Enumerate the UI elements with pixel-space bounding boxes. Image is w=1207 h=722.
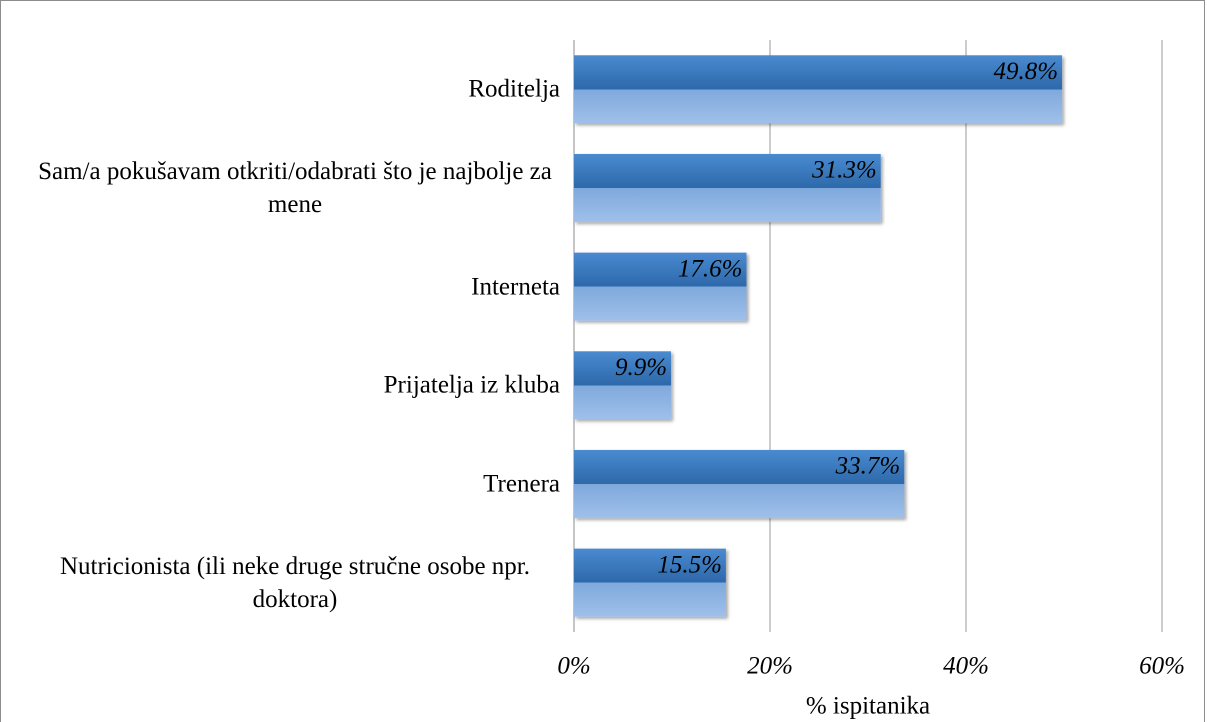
category-text: Interneta — [471, 273, 560, 301]
x-tick-label: 40% — [943, 653, 989, 680]
x-tick-label: 20% — [747, 653, 793, 680]
y-tick-label: Prijatelja iz kluba — [30, 369, 560, 402]
x-tick-label: 60% — [1139, 653, 1185, 680]
x-axis-label: % ispitanika — [806, 693, 930, 720]
bar — [574, 449, 905, 519]
category-text: Sam/a pokušavam otkriti/odabrati što je … — [38, 158, 552, 218]
y-tick-label: Nutricionista (ili neke druge stručne os… — [30, 550, 560, 616]
y-tick-label: Sam/a pokušavam otkriti/odabrati što je … — [30, 155, 560, 221]
data-label: 31.3% — [811, 157, 877, 184]
y-tick-label: Trenera — [30, 468, 560, 501]
x-tick-label: 0% — [557, 653, 590, 680]
y-tick-label: Roditelja — [30, 73, 560, 106]
category-text: Roditelja — [468, 75, 560, 103]
category-text: Nutricionista (ili neke druge stručne os… — [59, 552, 531, 613]
category-text: Trenera — [483, 470, 560, 498]
bar — [574, 252, 747, 321]
data-label: 15.5% — [657, 551, 722, 578]
bar — [574, 55, 1063, 124]
category-text: Prijatelja iz kluba — [383, 371, 560, 399]
y-tick-label: Interneta — [30, 270, 560, 303]
bar — [574, 548, 726, 617]
data-label: 17.6% — [678, 255, 743, 282]
data-label: 33.7% — [835, 453, 901, 480]
data-label: 49.8% — [993, 58, 1058, 85]
data-label: 9.9% — [615, 354, 667, 381]
bar — [574, 351, 672, 420]
bar — [574, 153, 881, 223]
